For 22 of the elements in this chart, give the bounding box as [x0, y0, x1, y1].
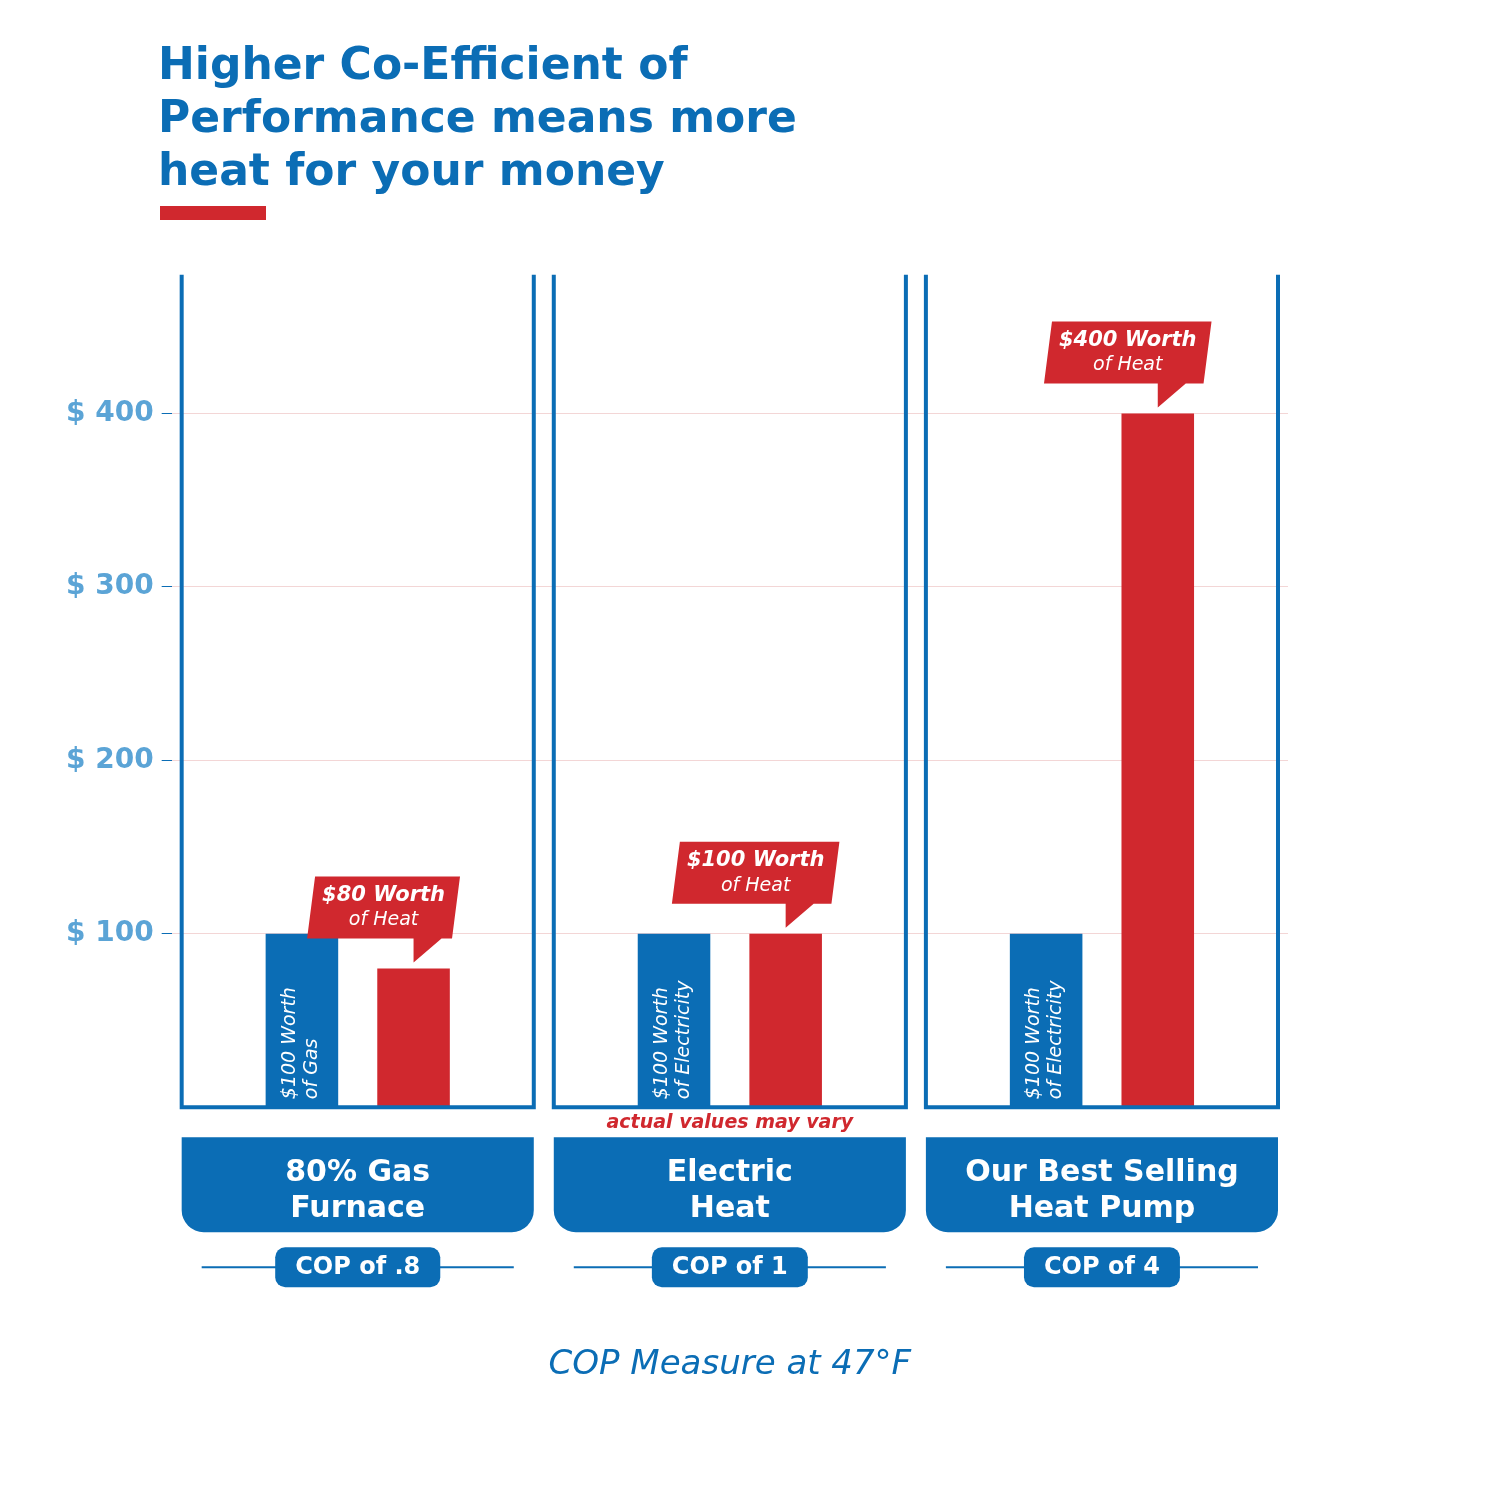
data-label: $100 Worth of Gas [276, 987, 321, 1100]
data-label: $100 Worth of Electricity [1021, 980, 1066, 1100]
data-label: $80 Worth of Heat [322, 882, 446, 930]
y-tick-label: $ 400 [65, 395, 154, 429]
data-label: $100 Worth of Heat [686, 847, 825, 896]
text: actual values may vary [606, 1110, 855, 1133]
bar [377, 968, 450, 1108]
chart-title: Higher Co-Efficient of Performance means more heat for your money [158, 38, 798, 197]
x-tick-label: Electric Heat [666, 1153, 793, 1225]
bar [1121, 413, 1195, 1108]
text: COP of 4 [1043, 1252, 1160, 1281]
data-label: $100 Worth of Electricity [648, 980, 693, 1100]
x-tick-label: 80% Gas Furnace [285, 1153, 431, 1225]
data-label: $400 Worth of Heat [1058, 327, 1197, 375]
y-tick-label: $ 100 [65, 915, 154, 949]
x-axis-title: COP Measure at 47°F [548, 1342, 912, 1383]
y-tick-label: $ 300 [65, 568, 154, 602]
y-tick-label: $ 200 [65, 742, 154, 776]
bar [749, 934, 822, 1108]
text: COP of 1 [671, 1252, 788, 1281]
x-tick-label: Our Best Selling Heat Pump [965, 1153, 1239, 1225]
text: COP of .8 [295, 1252, 421, 1281]
